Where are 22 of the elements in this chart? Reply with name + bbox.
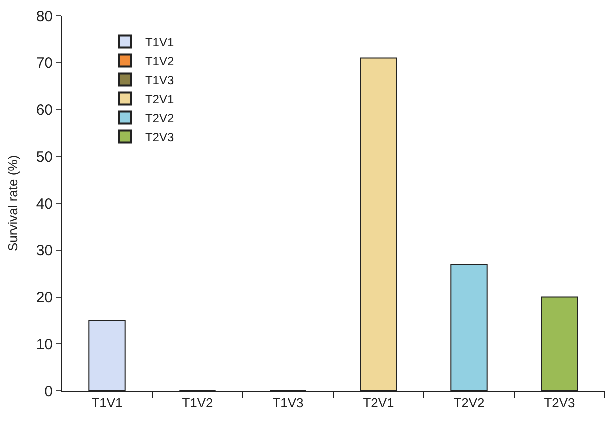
legend-label: T2V1 xyxy=(145,92,174,106)
y-tick-label: 50 xyxy=(36,148,53,166)
y-tick-label: 60 xyxy=(36,102,53,119)
y-tick-label: 40 xyxy=(36,196,53,213)
y-tick-label: 30 xyxy=(36,242,53,260)
legend-label: T2V2 xyxy=(145,111,174,126)
x-tick-label: T1V1 xyxy=(92,396,123,411)
x-tick-label: T1V3 xyxy=(272,396,304,411)
y-tick-label: 0 xyxy=(44,383,53,400)
y-tick-label: 20 xyxy=(36,290,53,306)
legend-label: T2V3 xyxy=(145,130,174,144)
legend-label: T1V2 xyxy=(145,54,174,68)
y-axis-title: Survival rate (%) xyxy=(5,155,20,252)
legend-label: T1V1 xyxy=(145,35,174,50)
legend-label: T1V3 xyxy=(145,73,174,88)
x-tick-label: T1V2 xyxy=(182,396,214,411)
y-tick-label: 10 xyxy=(36,336,53,354)
x-tick-label: T2V2 xyxy=(454,396,485,411)
x-tick-label: T2V3 xyxy=(544,396,576,411)
x-tick-label: T2V1 xyxy=(363,396,394,411)
y-tick-label: 80 xyxy=(36,8,53,26)
y-tick-label: 70 xyxy=(36,55,53,72)
